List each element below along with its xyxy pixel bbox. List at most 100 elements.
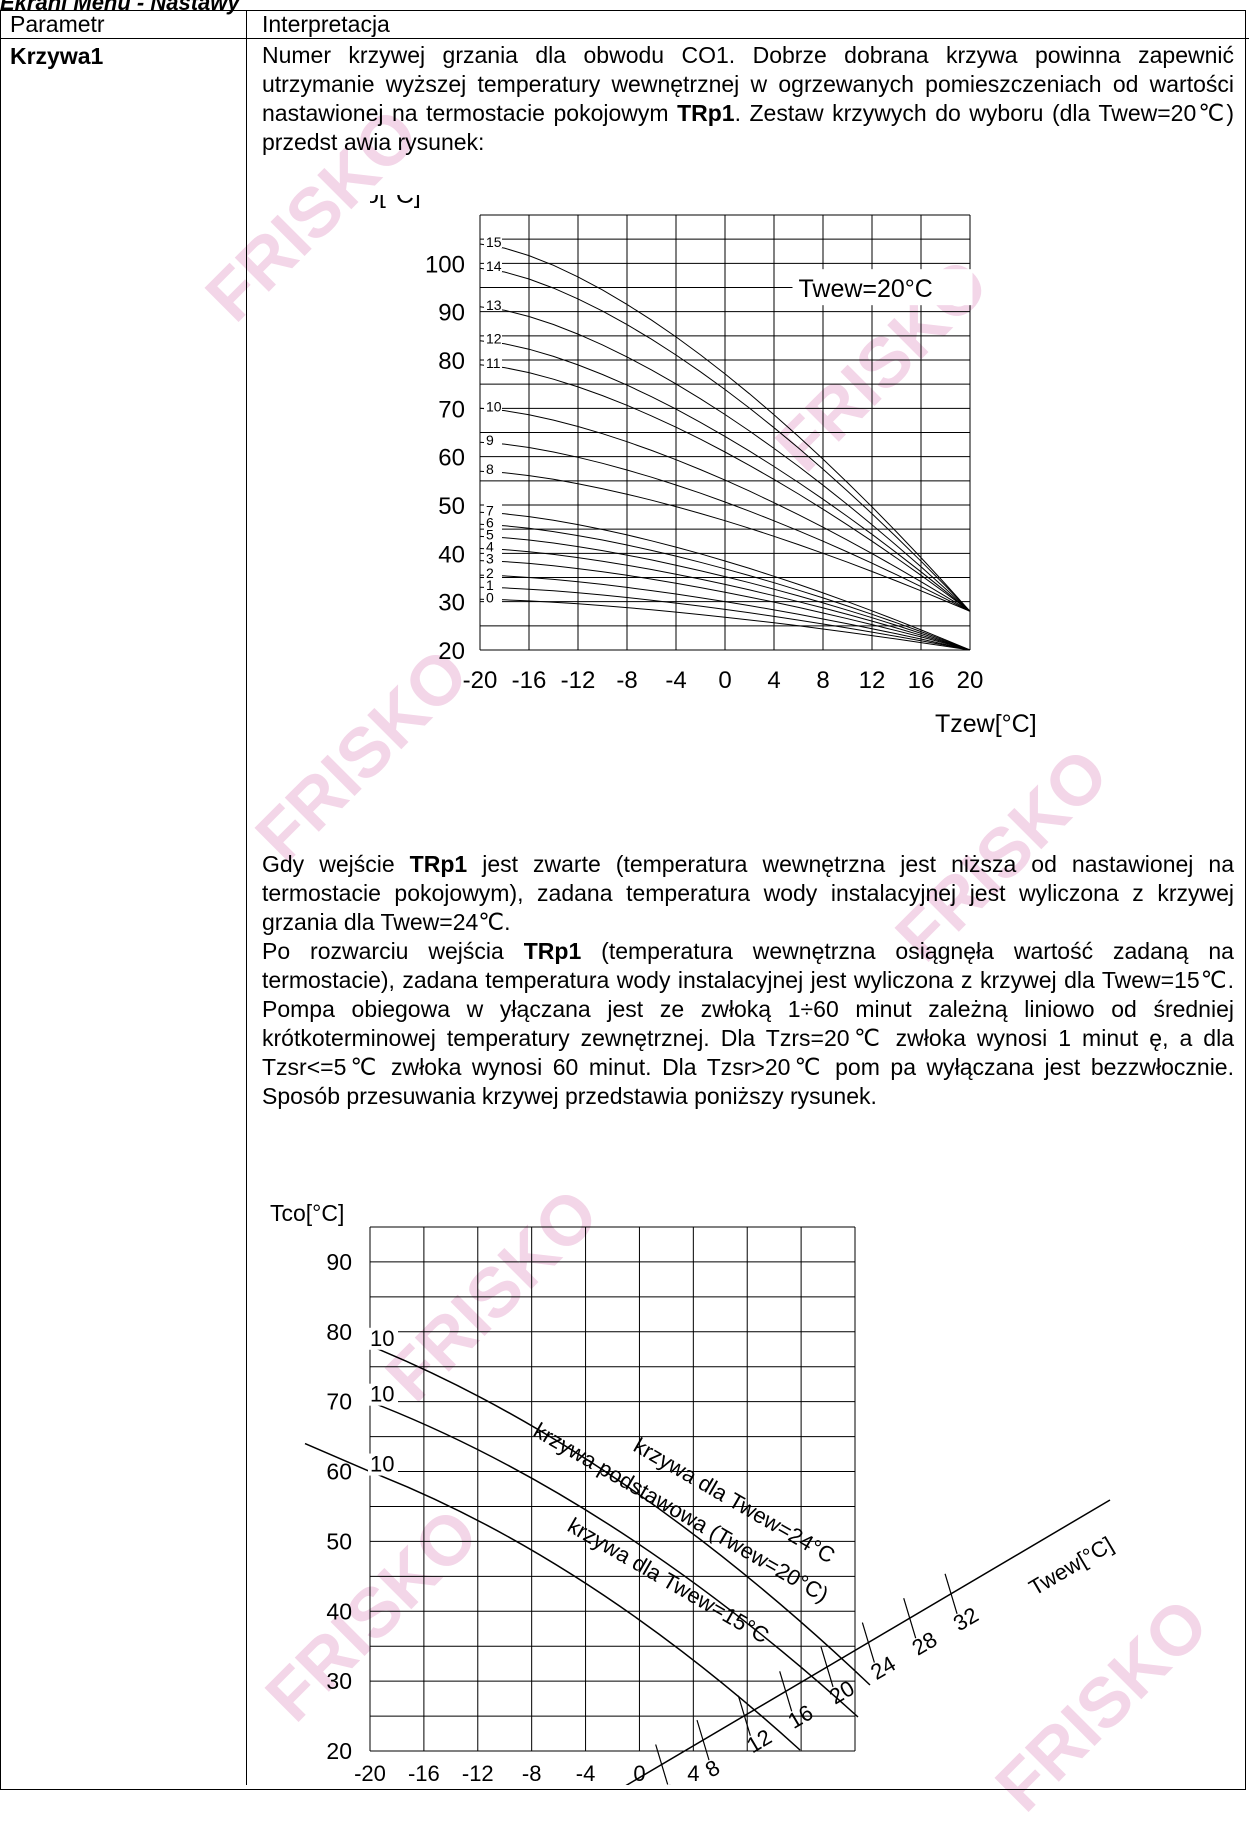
curve-label-bg — [484, 462, 502, 476]
curve-label-bg — [484, 399, 502, 413]
heating-curve — [479, 574, 971, 651]
header-param: Parametr — [10, 11, 105, 37]
twew-tick-label: 24 — [866, 1651, 900, 1685]
curve-label-bg — [368, 1453, 398, 1476]
curve-label-bg — [484, 259, 502, 273]
paragraph-open-input: Po rozwarciu wejścia TRp1 (temperatura w… — [262, 937, 1234, 1111]
text-run: . Zestaw krzywych do wyboru (dla Twew=20… — [262, 100, 1234, 155]
twew-tick — [903, 1597, 917, 1639]
x-tick-label: 12 — [859, 667, 886, 694]
x-tick-label: -12 — [561, 667, 596, 694]
y-tick-label: 80 — [438, 348, 465, 375]
curve-label: 14 — [486, 258, 502, 274]
x-tick-label: -16 — [408, 1761, 440, 1785]
curve-label: 13 — [486, 297, 502, 313]
annotation-twew: Twew=20°C — [799, 275, 933, 303]
x-tick-label: -20 — [354, 1761, 386, 1785]
x-axis-label: Tzew[°C] — [935, 710, 1037, 738]
curve-label-bg — [484, 503, 502, 517]
column-divider — [246, 10, 247, 1785]
x-tick-label: -8 — [522, 1761, 542, 1785]
param-name: Krzywa1 — [10, 43, 104, 69]
heating-curve — [479, 548, 971, 651]
heating-curve — [479, 598, 971, 651]
curve-label-bg — [368, 1327, 398, 1350]
heating-curve — [479, 560, 971, 651]
heating-curve — [479, 267, 971, 612]
curve-label: 4 — [486, 539, 494, 555]
twew-tick-label: 16 — [784, 1700, 818, 1734]
y-tick-label: 70 — [438, 396, 465, 423]
heating-curve — [479, 364, 971, 612]
heating-curve — [479, 243, 971, 612]
heating-curves-chart: Tco[°C]2030405060708090100-20-16-12-8-40… — [370, 195, 1037, 738]
text-run: (temperatura wewnętrzna osiągnęła wartoś… — [262, 938, 1234, 1109]
twew-axis — [625, 1499, 1111, 1785]
heating-curve — [479, 306, 971, 612]
twew-tick — [737, 1695, 751, 1736]
y-tick-label: 20 — [326, 1738, 352, 1764]
header-divider — [0, 38, 1249, 39]
text-run: Po rozwarciu wejścia — [262, 938, 524, 964]
heating-curve — [479, 470, 971, 612]
curve-label-bg — [484, 515, 502, 529]
curve-label-bg — [368, 1383, 398, 1406]
curve-label: 8 — [486, 461, 494, 477]
y-tick-label: 20 — [438, 638, 465, 665]
curve-label-bg — [484, 566, 502, 580]
twew-tick-label: 28 — [908, 1626, 942, 1660]
heating-curve — [479, 511, 971, 651]
y-axis-label: Tco[°C] — [270, 1200, 344, 1226]
section-title: Ekrani Menu - Nastawy — [0, 0, 240, 15]
curve-label: 9 — [486, 432, 494, 448]
y-tick-label: 50 — [326, 1528, 352, 1554]
bold-term: TRp1 — [409, 851, 468, 877]
curve-label: 10 — [486, 398, 502, 414]
curve-number-label: 10 — [370, 1382, 394, 1407]
x-tick-label: -20 — [463, 667, 498, 694]
x-tick-label: -8 — [616, 667, 637, 694]
twew-tick — [655, 1744, 669, 1785]
twew-tick-label: 8 — [701, 1755, 724, 1783]
shift-curve — [369, 1345, 871, 1686]
text-run: Gdy wejście — [262, 851, 410, 877]
x-tick-label: -12 — [462, 1761, 494, 1785]
curve-label-bg — [484, 590, 502, 604]
twew-tick — [944, 1573, 958, 1614]
twew-tick-label: 4 — [660, 1779, 683, 1785]
header-interpretation: Interpretacja — [262, 11, 390, 37]
y-tick-label: 40 — [326, 1598, 352, 1624]
x-tick-label: 0 — [633, 1761, 645, 1785]
y-tick-label: 30 — [326, 1668, 352, 1694]
bold-term: TRp1 — [677, 100, 735, 126]
curve-label: 6 — [486, 514, 494, 530]
curve-label: 12 — [486, 331, 502, 347]
twew-tick — [779, 1671, 793, 1712]
shift-curve — [369, 1400, 859, 1718]
x-tick-label: 20 — [957, 667, 984, 694]
curve-label: 11 — [486, 355, 501, 371]
curve-label-bg — [484, 539, 502, 553]
y-tick-label: 50 — [438, 493, 465, 520]
text-run: jest zwarte (temperatura wewnętrzna jest… — [262, 851, 1235, 935]
twew-tick — [820, 1646, 834, 1688]
curve-number-label: 10 — [370, 1452, 394, 1477]
curve-label-bg — [484, 527, 502, 541]
curve-label: 15 — [486, 234, 502, 250]
curve-number-label: 10 — [370, 1326, 394, 1351]
curve-label: 0 — [486, 589, 494, 605]
x-tick-label: -4 — [576, 1761, 596, 1785]
annotation-bg — [792, 269, 973, 306]
heating-curve — [479, 340, 971, 612]
text-run: Numer krzywej grzania dla obwodu CO1. Do… — [262, 42, 1234, 126]
curve-label-bg — [484, 578, 502, 592]
curve-label-bg — [484, 551, 502, 565]
curve-shift-chart: Tco[°C]2030405060708090-20-16-12-8-404Tz… — [270, 1200, 1118, 1785]
x-tick-label: -4 — [665, 667, 686, 694]
y-tick-label: 100 — [425, 251, 465, 278]
x-tick-label: 4 — [687, 1761, 699, 1785]
curve-label-bg — [484, 331, 502, 345]
curve-label-bg — [484, 235, 502, 248]
x-tick-label: -16 — [512, 667, 547, 694]
twew-tick — [696, 1719, 710, 1761]
